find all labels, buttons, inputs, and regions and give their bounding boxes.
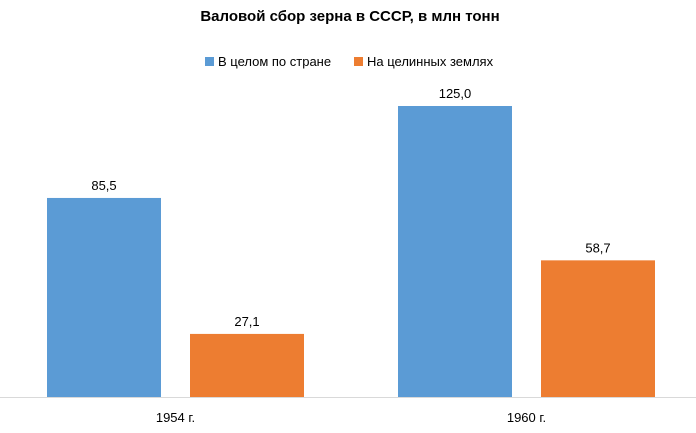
bar-country-2: [398, 106, 512, 397]
bars-group: [47, 106, 655, 397]
bar-virgin-lands-1: [190, 333, 304, 397]
data-label-country-1: 85,5: [91, 178, 116, 193]
bar-virgin-lands-2: [541, 260, 655, 397]
x-tick-labels: 1954 г. 1960 г.: [156, 410, 546, 425]
legend-swatch-virgin-lands: [354, 57, 363, 66]
legend-swatch-country: [205, 57, 214, 66]
data-label-virgin-lands-1: 27,1: [234, 314, 259, 329]
legend-label-country: В целом по стране: [218, 54, 331, 69]
legend-label-virgin-lands: На целинных землях: [367, 54, 494, 69]
x-tick-label-2: 1960 г.: [507, 410, 546, 425]
chart-title: Валовой сбор зерна в СССР, в млн тонн: [200, 8, 499, 25]
data-labels-group: 85,5 27,1 125,0 58,7: [91, 86, 610, 329]
legend: В целом по стране На целинных землях: [205, 54, 494, 69]
data-label-virgin-lands-2: 58,7: [585, 240, 610, 255]
data-label-country-2: 125,0: [439, 86, 472, 101]
bar-country-1: [47, 197, 161, 397]
x-tick-label-1: 1954 г.: [156, 410, 195, 425]
